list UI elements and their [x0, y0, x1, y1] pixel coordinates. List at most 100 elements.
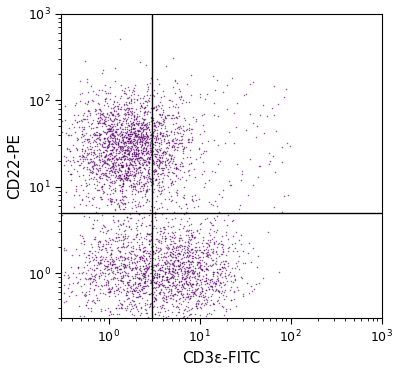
Point	[203, 260, 209, 266]
Point	[141, 290, 148, 296]
Point	[105, 144, 111, 150]
Point	[146, 231, 153, 236]
Point	[104, 289, 111, 295]
Point	[125, 169, 131, 175]
Point	[150, 120, 157, 126]
Point	[122, 139, 128, 145]
Point	[148, 263, 154, 269]
Point	[99, 87, 105, 93]
Point	[236, 266, 242, 272]
Point	[170, 209, 177, 215]
Point	[120, 153, 126, 159]
Point	[120, 154, 126, 160]
Point	[172, 257, 178, 263]
Point	[159, 274, 165, 280]
Point	[110, 259, 116, 265]
Point	[140, 251, 146, 257]
Point	[134, 239, 140, 245]
Point	[129, 111, 136, 117]
Point	[190, 280, 196, 286]
Point	[134, 139, 140, 145]
Point	[109, 258, 115, 264]
Point	[197, 277, 203, 283]
Point	[182, 276, 189, 282]
Point	[154, 172, 160, 178]
Point	[106, 168, 112, 174]
Point	[184, 293, 191, 299]
Point	[106, 174, 112, 180]
Point	[192, 281, 199, 287]
Point	[133, 106, 139, 112]
Point	[158, 105, 165, 111]
Point	[135, 179, 142, 185]
Point	[194, 270, 200, 276]
Point	[130, 125, 137, 131]
Point	[84, 151, 91, 157]
Point	[196, 298, 202, 304]
Point	[120, 181, 126, 187]
Point	[173, 304, 180, 310]
Point	[96, 179, 102, 185]
Point	[58, 118, 65, 124]
Point	[149, 179, 156, 185]
Point	[142, 142, 148, 148]
Point	[162, 271, 168, 277]
Point	[114, 201, 121, 207]
Point	[96, 146, 102, 152]
Point	[121, 286, 128, 292]
Point	[130, 173, 136, 179]
Point	[133, 167, 140, 173]
Point	[188, 281, 195, 287]
Point	[166, 269, 172, 275]
Point	[108, 147, 114, 153]
Point	[180, 155, 186, 161]
Point	[117, 145, 123, 151]
Point	[125, 140, 131, 146]
Point	[214, 227, 220, 233]
Point	[245, 192, 251, 198]
Point	[188, 283, 194, 289]
Point	[119, 275, 126, 281]
Point	[173, 254, 180, 260]
Point	[148, 133, 155, 139]
Point	[131, 172, 137, 178]
Point	[131, 178, 138, 184]
Point	[195, 252, 202, 258]
Point	[108, 131, 114, 137]
Point	[141, 121, 148, 127]
Point	[181, 245, 188, 251]
Point	[152, 122, 158, 128]
Point	[232, 266, 238, 272]
Point	[186, 273, 193, 279]
Point	[128, 98, 134, 104]
Point	[94, 129, 100, 135]
Point	[194, 305, 200, 311]
Point	[137, 253, 144, 259]
Point	[159, 295, 166, 301]
Point	[220, 296, 227, 302]
Point	[109, 213, 116, 219]
Point	[177, 244, 183, 250]
Point	[141, 159, 148, 165]
Point	[220, 304, 226, 310]
Point	[249, 288, 256, 294]
Point	[100, 222, 106, 228]
Point	[136, 276, 142, 282]
Point	[97, 260, 104, 266]
Point	[98, 175, 105, 181]
Point	[171, 258, 178, 264]
Point	[96, 187, 102, 193]
Point	[122, 110, 129, 116]
Point	[147, 138, 154, 144]
Point	[89, 266, 95, 272]
Point	[163, 269, 169, 275]
Point	[124, 214, 130, 220]
Point	[112, 196, 119, 202]
Point	[210, 112, 217, 118]
Point	[254, 175, 261, 181]
Point	[169, 142, 176, 148]
Point	[190, 293, 196, 299]
Point	[158, 171, 164, 177]
Point	[158, 115, 164, 120]
Point	[108, 164, 114, 170]
